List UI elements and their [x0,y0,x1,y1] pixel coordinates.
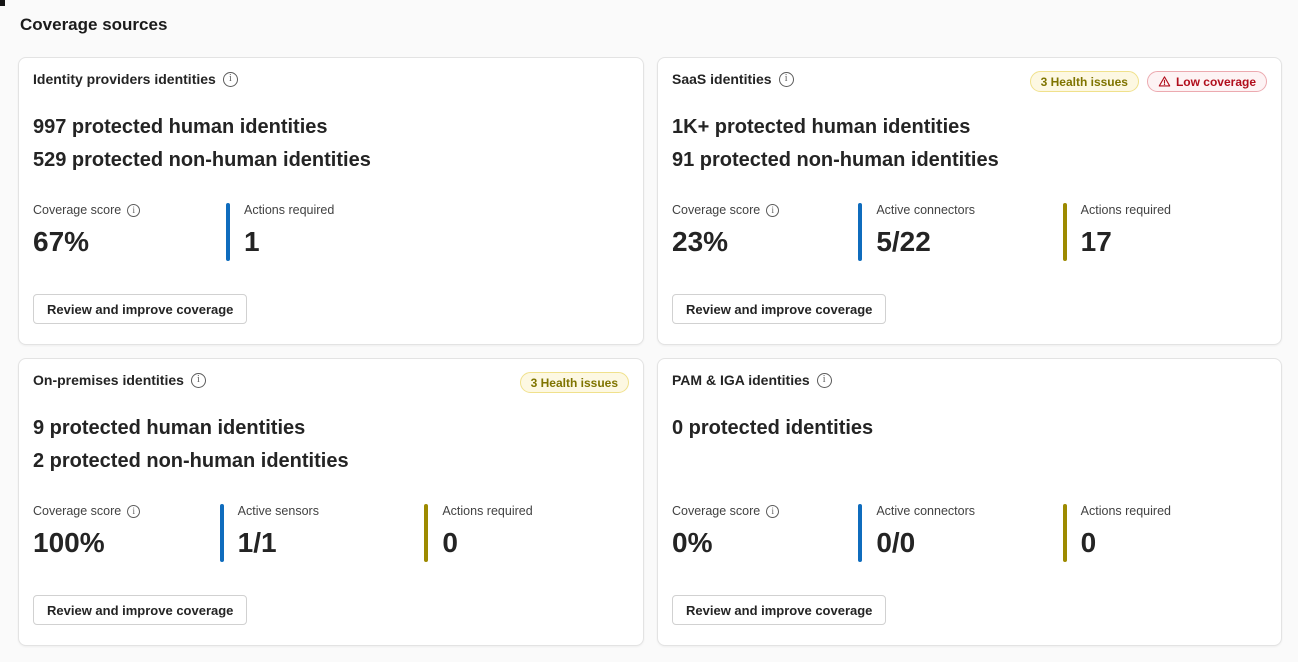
metric-active-connectors: Active connectors 0/0 [858,503,1062,562]
metrics-row: Coverage score i 0% Active connectors 0/… [672,503,1267,562]
info-icon[interactable]: i [766,203,780,217]
info-icon[interactable]: i [778,71,794,87]
review-improve-coverage-button[interactable]: Review and improve coverage [33,294,248,324]
metric-label: Coverage score [33,504,122,518]
metric-value: 0 [1080,527,1097,558]
card-title: Identity providers identities [33,71,216,87]
protected-identities-line: 0 protected identities [672,417,874,439]
badges: 3 Health issues [519,372,629,393]
metric-actions-required: Actions required 0 [424,503,629,562]
protected-human-identities-line: 997 protected human identities [33,116,328,138]
protected-non-human-identities-line: 91 protected non-human identities [672,149,999,171]
badge-label: 3 Health issues [530,375,618,390]
metric-label: Actions required [244,203,335,217]
card-identity-providers-identities: Identity providers identities i 997 prot… [18,57,644,345]
info-icon[interactable]: i [127,504,141,518]
metric-label: Coverage score [33,203,122,217]
card-pam-iga-identities: PAM & IGA identities i 0 protected ident… [657,358,1282,646]
metric-coverage-score: Coverage score i 0% [672,503,858,558]
metric-coverage-score: Coverage score i 23% [672,202,858,257]
card-saas-identities: SaaS identities i 3 Health issues Low co… [657,57,1282,345]
card-header: On-premises identities i 3 Health issues [33,372,629,393]
metric-value: 5/22 [876,226,931,257]
metric-label: Active connectors [876,504,975,518]
info-icon[interactable]: i [190,372,206,388]
warning-triangle-icon [1158,76,1171,87]
badge-label: 3 Health issues [1040,74,1128,89]
review-improve-coverage-button[interactable]: Review and improve coverage [672,294,887,324]
metric-value: 1 [244,226,260,257]
review-improve-coverage-button[interactable]: Review and improve coverage [33,595,248,625]
health-issues-badge[interactable]: 3 Health issues [519,372,629,393]
metric-label: Coverage score [672,504,761,518]
metric-value: 67% [33,226,90,257]
metric-value: 1/1 [237,527,277,558]
metric-value: 100% [33,527,105,558]
metric-value: 23% [672,226,729,257]
metric-actions-required: Actions required 17 [1062,202,1267,261]
metric-value: 0/0 [876,527,916,558]
metrics-row: Coverage score i 67% Actions required 1 [33,202,629,261]
metric-value: 17 [1080,226,1112,257]
card-on-premises-identities: On-premises identities i 3 Health issues… [18,358,644,646]
info-icon[interactable]: i [222,71,238,87]
info-icon[interactable]: i [766,504,780,518]
metric-active-connectors: Active connectors 5/22 [858,202,1062,261]
coverage-cards-grid: Identity providers identities i 997 prot… [18,57,1282,646]
metric-label: Actions required [1080,203,1171,217]
page-title: Coverage sources [20,15,168,34]
metric-value: 0 [442,527,458,558]
metric-value: 0% [672,527,713,558]
metric-actions-required: Actions required 1 [226,202,437,261]
protected-non-human-identities-line: 529 protected non-human identities [33,149,371,171]
metric-label: Actions required [442,504,533,518]
info-icon[interactable]: i [816,372,832,388]
metric-label: Actions required [1080,504,1171,518]
info-icon[interactable]: i [127,203,141,217]
card-header: PAM & IGA identities i [672,372,1267,388]
protected-identities-summary: 1K+ protected human identities 91 protec… [672,111,999,177]
protected-non-human-identities-line: 2 protected non-human identities [33,450,349,472]
protected-identities-summary: 997 protected human identities 529 prote… [33,111,371,177]
card-header: SaaS identities i 3 Health issues Low co… [672,71,1267,92]
badge-label: Low coverage [1175,74,1256,89]
badges: 3 Health issues Low coverage [1029,71,1267,92]
protected-identities-summary: 9 protected human identities 2 protected… [33,412,349,478]
protected-identities-summary: 0 protected identities [672,412,873,445]
card-title: PAM & IGA identities [672,372,810,388]
metrics-row: Coverage score i 23% Active connectors 5… [672,202,1267,261]
protected-human-identities-line: 1K+ protected human identities [672,116,971,138]
card-title: On-premises identities [33,372,184,388]
metric-label: Active connectors [876,203,975,217]
review-improve-coverage-button[interactable]: Review and improve coverage [672,595,887,625]
metrics-row: Coverage score i 100% Active sensors 1/1… [33,503,629,562]
metric-coverage-score: Coverage score i 67% [33,202,226,257]
metric-label: Coverage score [672,203,761,217]
metric-coverage-score: Coverage score i 100% [33,503,220,558]
metric-actions-required: Actions required 0 [1062,503,1267,562]
low-coverage-badge[interactable]: Low coverage [1146,71,1267,92]
card-title: SaaS identities [672,71,772,87]
screenshot-artifact [0,0,5,6]
metric-active-sensors: Active sensors 1/1 [219,503,425,562]
protected-human-identities-line: 9 protected human identities [33,417,306,439]
health-issues-badge[interactable]: 3 Health issues [1029,71,1139,92]
card-header: Identity providers identities i [33,71,629,87]
metric-label: Active sensors [237,504,319,518]
